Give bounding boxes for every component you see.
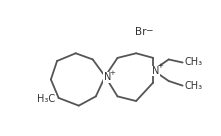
Text: H₃C: H₃C: [37, 94, 55, 104]
Text: +: +: [109, 69, 115, 75]
Text: +: +: [157, 63, 163, 69]
Text: −: −: [145, 25, 152, 34]
Text: Br: Br: [135, 27, 146, 37]
Text: N: N: [152, 66, 159, 76]
Text: CH₃: CH₃: [184, 57, 202, 67]
Text: CH₃: CH₃: [184, 81, 202, 91]
Text: N: N: [104, 72, 111, 82]
